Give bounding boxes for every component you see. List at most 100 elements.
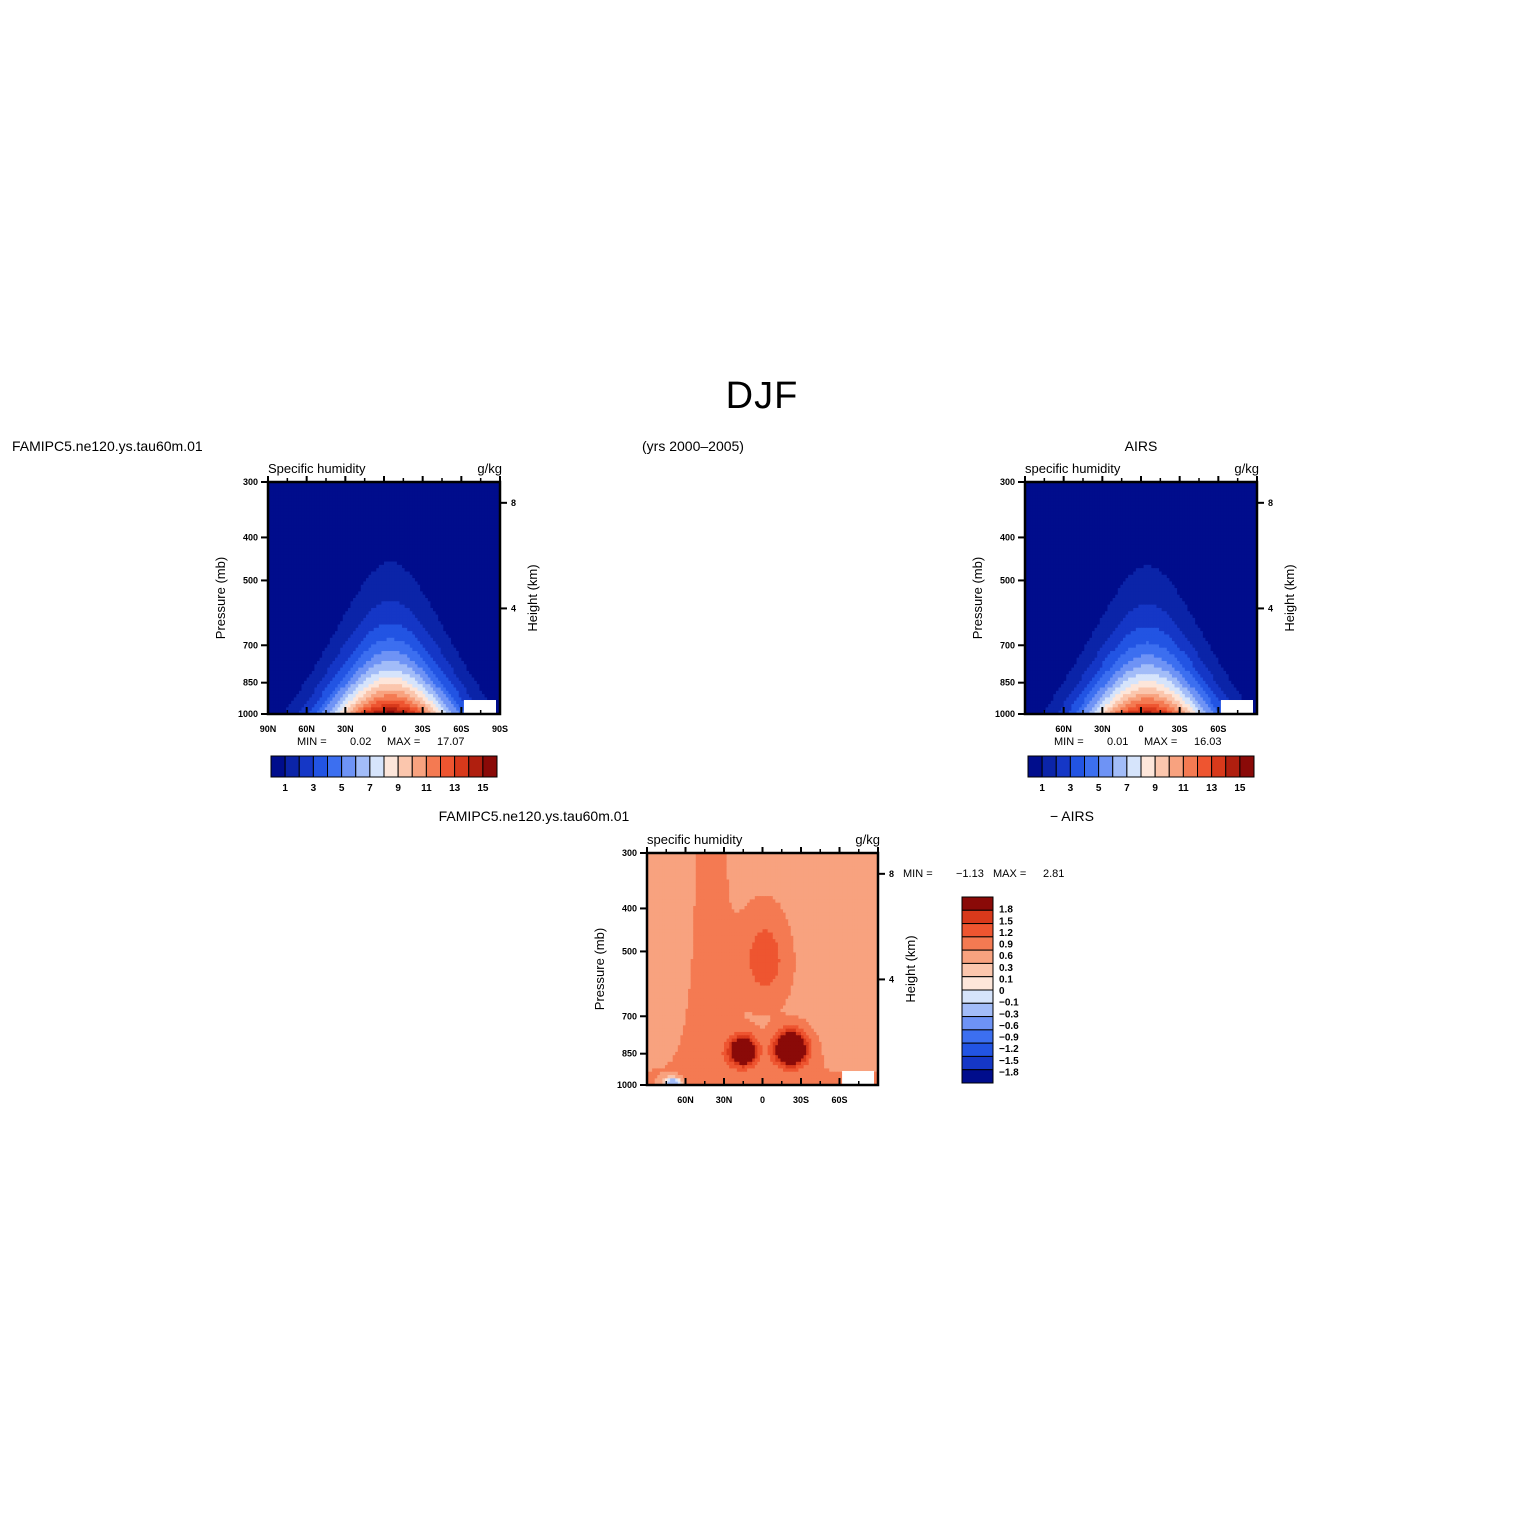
field-cell: [412, 488, 416, 493]
field-cell: [404, 535, 408, 539]
field-cell: [461, 491, 465, 496]
field-cell: [327, 485, 331, 490]
field-cell: [487, 505, 491, 510]
field-cell: [402, 538, 406, 543]
field-cell: [463, 538, 468, 543]
field-cell: [350, 498, 354, 503]
field-cell: [438, 521, 442, 526]
field-cell: [304, 495, 308, 500]
field-cell: [345, 488, 349, 493]
field-cell: [345, 495, 349, 500]
field-cell: [409, 491, 413, 496]
field-cell: [368, 485, 372, 490]
field-cell: [430, 482, 434, 486]
field-cell: [412, 505, 416, 510]
field-cell: [453, 495, 457, 500]
field-cell: [435, 538, 439, 543]
field-cell: [407, 521, 411, 526]
field-cell: [451, 501, 455, 506]
field-cell: [358, 508, 362, 513]
field-cell: [481, 482, 486, 486]
field-cell: [384, 525, 388, 529]
field-cell: [358, 482, 362, 486]
field-cell: [389, 485, 393, 490]
field-cell: [448, 525, 452, 529]
field-cell: [438, 491, 442, 496]
field-cell: [474, 498, 478, 503]
field-cell: [492, 501, 496, 506]
field-cell: [420, 488, 424, 493]
field-cell: [425, 505, 429, 510]
field-cell: [476, 482, 480, 486]
field-cell: [440, 518, 444, 523]
field-cell: [306, 518, 310, 523]
field-cell: [298, 505, 303, 510]
field-cell: [451, 482, 455, 486]
field-cell: [432, 515, 437, 520]
field-cell: [489, 491, 493, 496]
field-cell: [422, 518, 426, 523]
field-cell: [365, 505, 370, 510]
field-cell: [440, 505, 444, 510]
field-cell: [319, 508, 323, 513]
field-cell: [309, 531, 313, 536]
field-cell: [340, 505, 344, 510]
field-cell: [316, 505, 321, 510]
field-cell: [268, 531, 272, 536]
field-cell: [389, 525, 393, 529]
field-cell: [309, 505, 313, 510]
field-cell: [461, 485, 465, 490]
field-cell: [456, 491, 460, 496]
field-cell: [368, 521, 372, 526]
field-cell: [360, 521, 364, 526]
field-cell: [355, 501, 359, 506]
field-cell: [291, 528, 295, 533]
field-cell: [275, 498, 279, 503]
field-cell: [435, 491, 439, 496]
field-cell: [417, 525, 421, 529]
field-cell: [440, 508, 444, 513]
field-cell: [391, 511, 395, 516]
field-cell: [337, 538, 341, 543]
field-cell: [268, 488, 272, 493]
field-cell: [301, 491, 305, 496]
field-cell: [409, 528, 413, 533]
field-cell: [487, 521, 491, 526]
field-cell: [350, 521, 354, 526]
field-cell: [389, 528, 393, 533]
field-cell: [409, 508, 413, 513]
field-cell: [324, 515, 328, 520]
field-cell: [481, 491, 486, 496]
field-cell: [296, 508, 300, 513]
field-cell: [368, 505, 372, 510]
field-cell: [440, 521, 444, 526]
field-cell: [412, 518, 416, 523]
field-cell: [407, 518, 411, 523]
field-cell: [469, 511, 473, 516]
field-cell: [432, 535, 437, 539]
field-cell: [368, 491, 372, 496]
field-cell: [327, 491, 331, 496]
field-cell: [268, 538, 272, 543]
field-cell: [355, 538, 359, 543]
field-cell: [435, 482, 439, 486]
field-cell: [378, 485, 383, 490]
field-cell: [376, 531, 380, 536]
field-cell: [417, 485, 421, 490]
field-cell: [435, 525, 439, 529]
field-cell: [427, 531, 431, 536]
field-cell: [492, 498, 496, 503]
field-cell: [481, 538, 486, 543]
field-cell: [435, 485, 439, 490]
field-cell: [479, 482, 483, 486]
field-cell: [373, 482, 377, 486]
field-cell: [474, 482, 478, 486]
field-cell: [384, 538, 388, 543]
field-cell: [319, 515, 323, 520]
field-cell: [332, 495, 336, 500]
field-cell: [296, 511, 300, 516]
field-cell: [324, 521, 328, 526]
field-cell: [316, 501, 321, 506]
field-cell: [270, 495, 274, 500]
field-cell: [414, 491, 419, 496]
